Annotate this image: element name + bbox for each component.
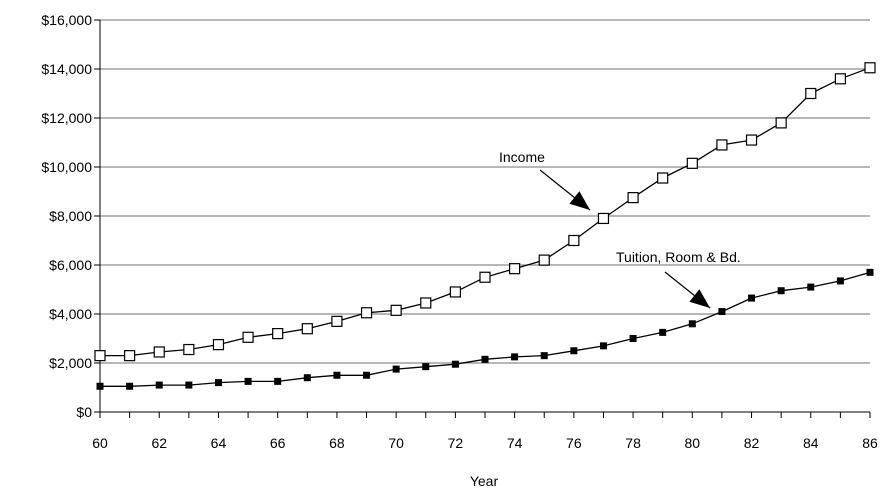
data-point bbox=[390, 304, 402, 316]
data-point bbox=[570, 347, 578, 355]
data-point bbox=[333, 371, 341, 379]
x-tick-label: 72 bbox=[448, 435, 464, 451]
data-point bbox=[866, 268, 874, 276]
series-line-1 bbox=[100, 271, 871, 387]
data-point bbox=[420, 297, 432, 309]
data-point bbox=[274, 377, 282, 385]
data-point bbox=[479, 271, 491, 283]
income-arrow-head bbox=[569, 191, 590, 210]
data-point bbox=[153, 346, 165, 358]
x-tick-label: 70 bbox=[388, 435, 404, 451]
data-point bbox=[836, 277, 844, 285]
y-tick-label: $0 bbox=[76, 404, 92, 420]
data-point bbox=[242, 331, 254, 343]
data-point bbox=[360, 307, 373, 319]
x-tick-label: 82 bbox=[744, 435, 760, 451]
x-tick-label: 78 bbox=[625, 435, 641, 451]
data-point bbox=[124, 350, 136, 362]
y-tick-label: $2,000 bbox=[49, 355, 92, 371]
data-point bbox=[745, 134, 758, 146]
data-point bbox=[185, 381, 193, 389]
series-markers bbox=[94, 62, 876, 390]
data-point bbox=[509, 263, 521, 275]
data-point bbox=[629, 335, 637, 342]
data-point bbox=[511, 353, 519, 361]
data-point bbox=[451, 360, 459, 368]
tuition-label: Tuition, Room & Bd. bbox=[616, 249, 741, 265]
x-tick-label: 84 bbox=[803, 435, 819, 451]
data-point bbox=[538, 254, 550, 266]
y-tick-label: $12,000 bbox=[41, 110, 92, 126]
data-point bbox=[805, 87, 817, 100]
data-point bbox=[864, 62, 876, 74]
data-point bbox=[422, 363, 430, 371]
x-tick-label: 86 bbox=[862, 435, 878, 451]
y-tick-label: $4,000 bbox=[49, 306, 92, 322]
data-point bbox=[94, 350, 106, 362]
y-tick-label: $8,000 bbox=[49, 208, 92, 224]
data-point bbox=[657, 172, 669, 184]
y-tick-label: $10,000 bbox=[41, 159, 92, 175]
series-lines bbox=[100, 67, 871, 387]
data-point bbox=[807, 283, 815, 291]
data-point bbox=[331, 315, 343, 327]
y-tick-label: $14,000 bbox=[41, 61, 92, 77]
x-tick-label: 60 bbox=[92, 435, 108, 451]
data-point bbox=[540, 352, 548, 360]
data-point bbox=[718, 308, 726, 316]
series-line-0 bbox=[100, 67, 871, 357]
data-point bbox=[659, 328, 667, 336]
data-point bbox=[599, 342, 607, 350]
data-point bbox=[449, 286, 461, 298]
y-tick-label: $16,000 bbox=[41, 12, 92, 28]
x-axis-title: Year bbox=[470, 473, 499, 489]
data-point bbox=[183, 343, 195, 356]
income-label: Income bbox=[499, 149, 545, 165]
data-point bbox=[155, 381, 163, 389]
tuition-arrow-head bbox=[689, 289, 710, 308]
data-point bbox=[96, 382, 104, 390]
data-point bbox=[686, 157, 698, 169]
x-tick-label: 80 bbox=[685, 435, 701, 451]
data-point bbox=[834, 73, 846, 85]
x-tick-label: 66 bbox=[270, 435, 286, 451]
data-point bbox=[627, 192, 639, 204]
y-tick-label: $6,000 bbox=[49, 257, 92, 273]
data-point bbox=[748, 294, 756, 302]
data-point bbox=[777, 287, 785, 295]
x-axis: 60 62 64 66 68 70 72 74 76 78 80 82 84 86 bbox=[92, 411, 878, 451]
data-point bbox=[212, 339, 225, 351]
x-tick-label: 76 bbox=[566, 435, 582, 451]
data-point bbox=[716, 139, 728, 151]
data-point bbox=[301, 323, 313, 335]
data-point bbox=[597, 212, 610, 225]
data-point bbox=[775, 117, 787, 129]
data-point bbox=[272, 328, 284, 340]
x-tick-label: 68 bbox=[329, 435, 345, 451]
data-point bbox=[363, 371, 371, 379]
data-point bbox=[481, 355, 489, 363]
data-point bbox=[392, 365, 400, 373]
grid-lines bbox=[100, 19, 870, 364]
x-tick-label: 62 bbox=[151, 435, 167, 451]
data-point bbox=[688, 320, 696, 328]
annotations: Income Tuition, Room & Bd. bbox=[499, 149, 741, 309]
data-point bbox=[568, 234, 580, 247]
x-tick-label: 74 bbox=[507, 435, 523, 451]
data-point bbox=[303, 374, 311, 382]
data-point bbox=[244, 377, 252, 385]
data-point bbox=[126, 382, 134, 390]
data-point bbox=[214, 379, 222, 387]
x-tick-label: 64 bbox=[211, 435, 227, 451]
y-axis: $0 $2,000 $4,000 $6,000 $8,000 $10,000 $12,000… bbox=[41, 12, 101, 420]
